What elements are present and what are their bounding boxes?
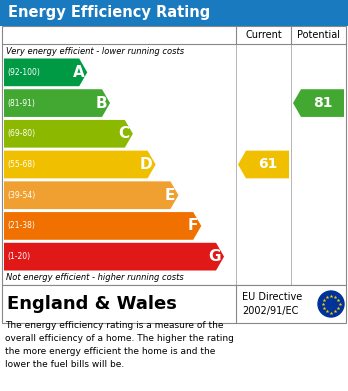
- Circle shape: [318, 291, 344, 317]
- Text: (81-91): (81-91): [7, 99, 35, 108]
- Polygon shape: [238, 151, 289, 178]
- Text: 61: 61: [258, 158, 277, 172]
- Text: G: G: [208, 249, 221, 264]
- Text: (39-54): (39-54): [7, 191, 35, 200]
- Text: (92-100): (92-100): [7, 68, 40, 77]
- Bar: [0, 0, 348, 26]
- Polygon shape: [4, 151, 156, 178]
- Text: (1-20): (1-20): [7, 252, 30, 261]
- Polygon shape: [4, 59, 87, 86]
- Text: D: D: [140, 157, 153, 172]
- Text: C: C: [119, 126, 130, 141]
- Polygon shape: [4, 120, 133, 148]
- Text: The energy efficiency rating is a measure of the
overall efficiency of a home. T: The energy efficiency rating is a measur…: [5, 321, 234, 369]
- Text: B: B: [95, 95, 107, 111]
- Text: (69-80): (69-80): [7, 129, 35, 138]
- Polygon shape: [293, 89, 344, 117]
- Polygon shape: [4, 181, 179, 209]
- Text: Current: Current: [245, 30, 282, 40]
- Bar: [2, 285, 346, 323]
- Text: England & Wales: England & Wales: [7, 295, 177, 313]
- Polygon shape: [4, 243, 224, 271]
- Text: Not energy efficient - higher running costs: Not energy efficient - higher running co…: [6, 273, 184, 282]
- Polygon shape: [4, 212, 201, 240]
- Bar: [2, 26, 346, 285]
- Text: A: A: [72, 65, 84, 80]
- Text: Potential: Potential: [297, 30, 340, 40]
- Text: (21-38): (21-38): [7, 221, 35, 230]
- Text: E: E: [165, 188, 175, 203]
- Text: 81: 81: [313, 96, 332, 110]
- Text: Energy Efficiency Rating: Energy Efficiency Rating: [8, 5, 210, 20]
- Text: (55-68): (55-68): [7, 160, 35, 169]
- Polygon shape: [4, 89, 110, 117]
- Text: Very energy efficient - lower running costs: Very energy efficient - lower running co…: [6, 47, 184, 56]
- Text: F: F: [188, 219, 198, 233]
- Text: EU Directive
2002/91/EC: EU Directive 2002/91/EC: [242, 292, 302, 316]
